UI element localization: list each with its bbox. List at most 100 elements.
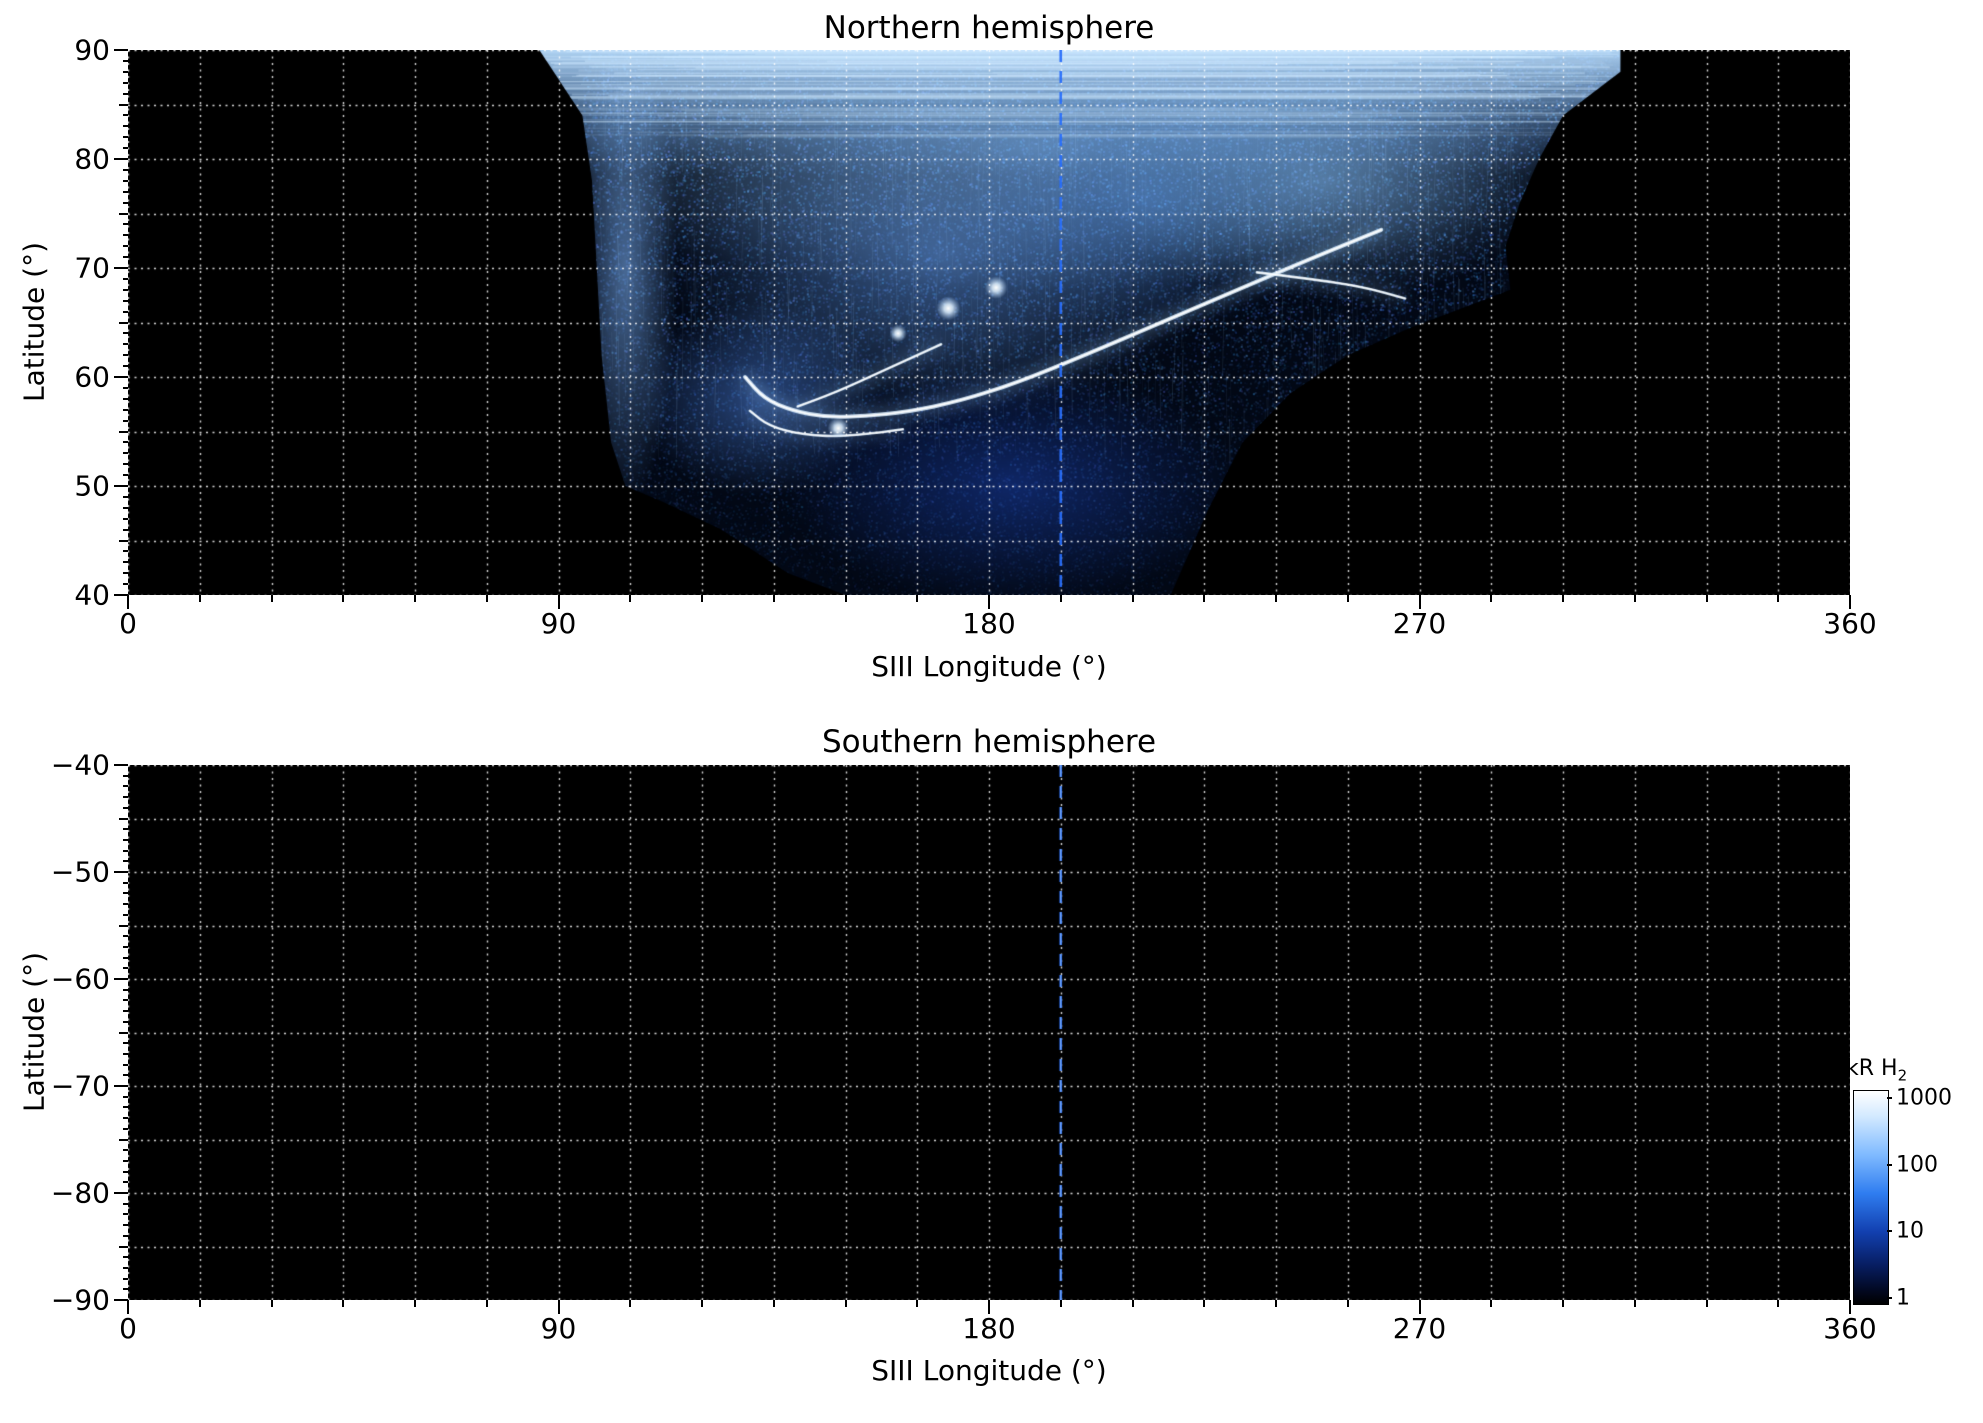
- y-tick-mark: [123, 310, 128, 313]
- x-tick-mark: [1275, 1300, 1277, 1307]
- colorbar-title: kR H2: [1846, 1056, 1907, 1084]
- x-tick-mark: [701, 595, 703, 602]
- x-tick-label: 360: [1823, 607, 1877, 640]
- x-tick-label: 0: [119, 607, 137, 640]
- y-tick-mark: [119, 924, 128, 927]
- y-tick-label: 90: [74, 33, 110, 67]
- x-tick-label: 180: [962, 1312, 1016, 1345]
- x-tick-mark: [342, 1300, 345, 1307]
- y-tick-mark: [123, 1224, 128, 1227]
- y-tick-mark: [123, 956, 128, 959]
- y-tick-mark: [123, 1149, 128, 1152]
- x-tick-mark: [414, 1300, 416, 1307]
- x-tick-mark: [485, 1300, 488, 1307]
- x-tick-mark: [1562, 1300, 1564, 1307]
- y-tick-label: 50: [74, 469, 110, 503]
- y-tick-mark: [123, 288, 128, 291]
- colorbar-title-text: kR H: [1846, 1056, 1898, 1081]
- y-tick-mark: [123, 1159, 128, 1162]
- y-tick-label: 40: [74, 578, 110, 612]
- y-tick-mark: [123, 92, 128, 95]
- y-tick-label: 80: [74, 142, 110, 176]
- x-tick-mark: [1705, 1300, 1708, 1307]
- y-tick-mark: [123, 365, 128, 368]
- north-x-axis-label: SIII Longitude (°): [871, 650, 1107, 683]
- x-tick-mark: [1418, 1300, 1421, 1314]
- x-tick-mark: [1849, 595, 1851, 609]
- y-tick-mark: [123, 452, 128, 455]
- x-tick-mark: [701, 1300, 703, 1307]
- x-tick-mark: [1633, 595, 1636, 602]
- y-tick-mark: [123, 1277, 128, 1280]
- x-tick-mark: [844, 1300, 847, 1307]
- y-tick-mark: [123, 1106, 128, 1109]
- x-tick-label: 90: [540, 1312, 577, 1345]
- y-tick-mark: [119, 103, 128, 106]
- y-tick-mark: [123, 1052, 128, 1055]
- x-tick-mark: [844, 595, 847, 602]
- y-tick-mark: [123, 838, 128, 841]
- x-tick-mark: [127, 595, 129, 609]
- y-tick-mark: [123, 1266, 128, 1269]
- y-tick-mark: [114, 594, 128, 596]
- y-tick-label: −50: [50, 855, 110, 889]
- north-hemisphere-map: [128, 50, 1850, 595]
- y-tick-mark: [114, 978, 128, 980]
- y-tick-mark: [114, 49, 128, 51]
- y-tick-mark: [123, 299, 128, 302]
- y-tick-mark: [119, 1031, 128, 1034]
- y-tick-mark: [123, 81, 128, 84]
- y-tick-label: 70: [74, 251, 110, 285]
- y-tick-mark: [114, 485, 128, 487]
- y-tick-mark: [123, 179, 128, 182]
- x-tick-mark: [1203, 595, 1206, 602]
- y-tick-mark: [123, 223, 128, 226]
- y-tick-mark: [123, 136, 128, 139]
- south-panel-title: Southern hemisphere: [821, 724, 1157, 760]
- y-tick-mark: [123, 988, 128, 991]
- y-tick-mark: [123, 190, 128, 193]
- y-tick-mark: [123, 495, 128, 498]
- y-tick-mark: [123, 913, 128, 916]
- y-tick-mark: [114, 871, 128, 873]
- y-tick-mark: [123, 1170, 128, 1173]
- colorbar-tick-label: 1000: [1896, 1085, 1952, 1111]
- x-tick-mark: [198, 595, 201, 602]
- x-tick-mark: [1131, 595, 1134, 602]
- x-tick-mark: [1131, 1300, 1134, 1307]
- north-y-axis-label: Latitude (°): [17, 242, 51, 402]
- y-tick-mark: [123, 1095, 128, 1098]
- x-tick-mark: [414, 595, 416, 602]
- colorbar-gradient: [1853, 1090, 1889, 1305]
- colorbar-tick-label: 10: [1896, 1218, 1924, 1244]
- y-tick-label: −60: [50, 962, 110, 996]
- y-tick-mark: [123, 201, 128, 204]
- y-tick-mark: [123, 70, 128, 73]
- colorbar-tick-mark: [1887, 1096, 1892, 1099]
- y-tick-mark: [114, 158, 128, 160]
- x-tick-mark: [557, 595, 560, 609]
- x-tick-mark: [198, 1300, 201, 1307]
- x-tick-mark: [1777, 1300, 1780, 1307]
- x-tick-mark: [772, 1300, 775, 1307]
- y-tick-mark: [123, 343, 128, 346]
- y-tick-mark: [123, 881, 128, 884]
- x-tick-mark: [270, 595, 273, 602]
- y-tick-mark: [123, 967, 128, 970]
- y-tick-mark: [123, 354, 128, 357]
- y-tick-mark: [123, 796, 128, 799]
- y-tick-mark: [114, 1085, 128, 1087]
- x-tick-mark: [1633, 1300, 1636, 1307]
- y-tick-mark: [123, 774, 128, 777]
- y-tick-mark: [114, 764, 128, 766]
- y-tick-mark: [123, 1202, 128, 1205]
- y-tick-mark: [119, 1245, 128, 1248]
- x-tick-mark: [629, 1300, 632, 1307]
- x-tick-mark: [270, 1300, 273, 1307]
- x-tick-mark: [1418, 595, 1421, 609]
- x-tick-mark: [1849, 1300, 1851, 1314]
- y-tick-mark: [123, 1234, 128, 1237]
- x-tick-label: 360: [1823, 1312, 1877, 1345]
- x-tick-mark: [1777, 595, 1780, 602]
